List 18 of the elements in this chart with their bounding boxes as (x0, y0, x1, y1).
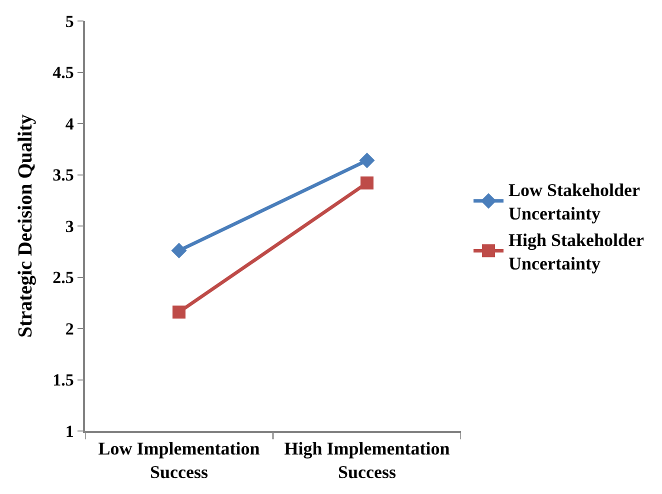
point (172, 306, 186, 319)
y-tick-label: 2 (65, 319, 74, 338)
y-axis-title: Strategic Decision Quality (14, 114, 37, 338)
legend-label: Low Stakeholder Uncertainty (508, 180, 640, 224)
point (171, 242, 187, 258)
y-tick-label: 5 (65, 12, 74, 31)
y-tick-label: 3 (65, 216, 74, 236)
y-tick-label: 2.5 (52, 268, 74, 288)
point (359, 152, 375, 168)
y-tick-label: 1.5 (52, 370, 74, 390)
legend-label: High Stakeholder Uncertainty (508, 230, 644, 274)
y-tick-label: 4 (65, 114, 74, 134)
x-tick-label: High Implementation Success (284, 438, 450, 482)
y-tick-label: 3.5 (52, 166, 74, 185)
point (360, 176, 374, 190)
y-tick-label: 4.5 (52, 63, 74, 82)
x-tick-label: Low Implementation Success (98, 438, 260, 482)
y-tick-label: 1 (65, 422, 74, 441)
